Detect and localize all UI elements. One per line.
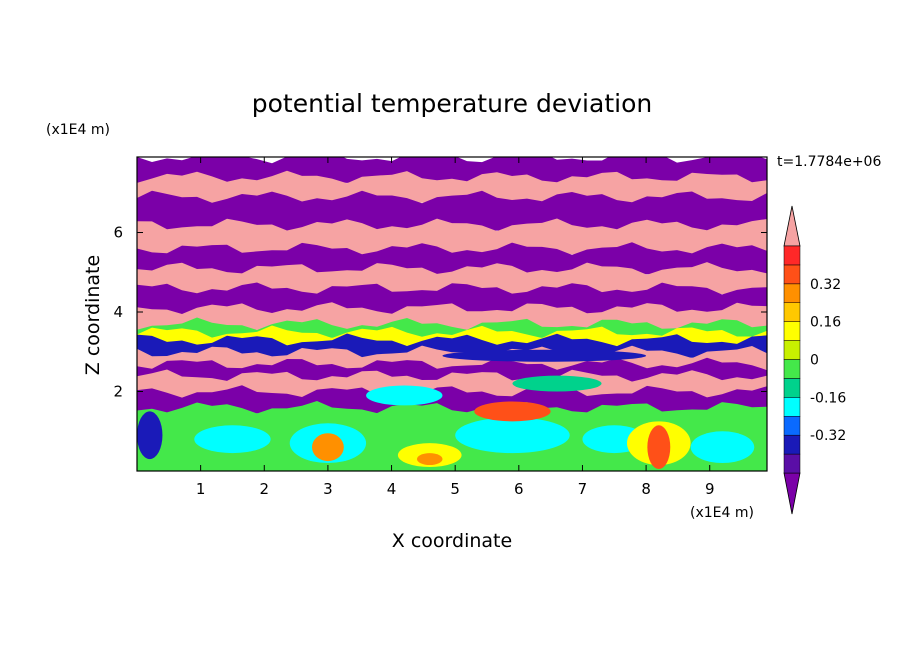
- field-patch: [366, 385, 443, 406]
- field-band: [137, 190, 767, 231]
- field-band: [137, 401, 767, 471]
- colorbar-level: [783, 359, 801, 379]
- field-patch: [442, 349, 647, 362]
- colorbar-level: [783, 434, 801, 455]
- x-tick-label: 8: [641, 480, 651, 498]
- field-patch: [417, 453, 443, 466]
- y-tick-label: 4: [113, 303, 123, 321]
- y-axis-unit: (x1E4 m): [46, 122, 110, 138]
- contour-field: [137, 157, 767, 471]
- colorbar-level: [783, 453, 801, 474]
- x-axis-ticks: 1 2 3 4 5 6 7 8 9: [196, 157, 715, 498]
- colorbar-level: [783, 245, 801, 266]
- colorbar-bottom-arrow: [783, 472, 801, 515]
- y-axis-ticks: 2 4 6: [113, 224, 767, 401]
- y-tick-label: 2: [113, 383, 123, 401]
- field-patch: [455, 417, 570, 454]
- field-patch: [647, 425, 671, 470]
- colorbar-label: 0.32: [810, 277, 841, 293]
- field-patch: [312, 433, 344, 462]
- x-axis-unit: (x1E4 m): [690, 505, 754, 521]
- x-tick-label: 9: [705, 480, 715, 498]
- field-patch: [474, 401, 551, 422]
- field-patch: [690, 431, 755, 464]
- y-axis-label: Z coordinate: [82, 255, 104, 375]
- x-tick-label: 5: [450, 480, 460, 498]
- colorbar-label: -0.32: [810, 428, 846, 444]
- colorbar-level: [783, 378, 801, 398]
- colorbar-level: [783, 264, 801, 285]
- colorbar-level: [783, 340, 801, 360]
- x-tick-label: 3: [323, 480, 333, 498]
- colorbar-label: 0: [810, 353, 819, 369]
- colorbar-level: [783, 283, 801, 304]
- time-label: t=1.7784e+06: [777, 154, 881, 170]
- x-tick-label: 1: [196, 480, 206, 498]
- field-band: [137, 282, 767, 315]
- field-band: [137, 369, 767, 398]
- field-band: [137, 157, 767, 183]
- field-band: [137, 325, 767, 346]
- colorbar-label: -0.16: [810, 390, 846, 406]
- chart-title: potential temperature deviation: [252, 89, 652, 118]
- field-band: [137, 170, 767, 203]
- colorbar-level: [783, 321, 801, 341]
- colorbar-level: [783, 302, 801, 322]
- colorbar-label: 0.16: [810, 315, 841, 331]
- y-tick-label: 6: [113, 224, 123, 242]
- colorbar-level: [783, 397, 801, 417]
- field-patch: [194, 425, 271, 454]
- x-axis-label: X coordinate: [392, 530, 512, 552]
- x-tick-label: 4: [387, 480, 397, 498]
- x-tick-label: 7: [578, 480, 588, 498]
- field-patch: [512, 375, 602, 392]
- colorbar-top-arrow: [783, 205, 801, 247]
- x-tick-label: 2: [259, 480, 269, 498]
- plot-frame: [136, 156, 768, 472]
- colorbar-level: [783, 416, 801, 436]
- x-tick-label: 6: [514, 480, 524, 498]
- field-band: [137, 218, 767, 255]
- field-patch: [137, 411, 163, 460]
- colorbar: 0.32 0.16 0 -0.16 -0.32: [783, 205, 846, 515]
- field-band: [137, 262, 767, 295]
